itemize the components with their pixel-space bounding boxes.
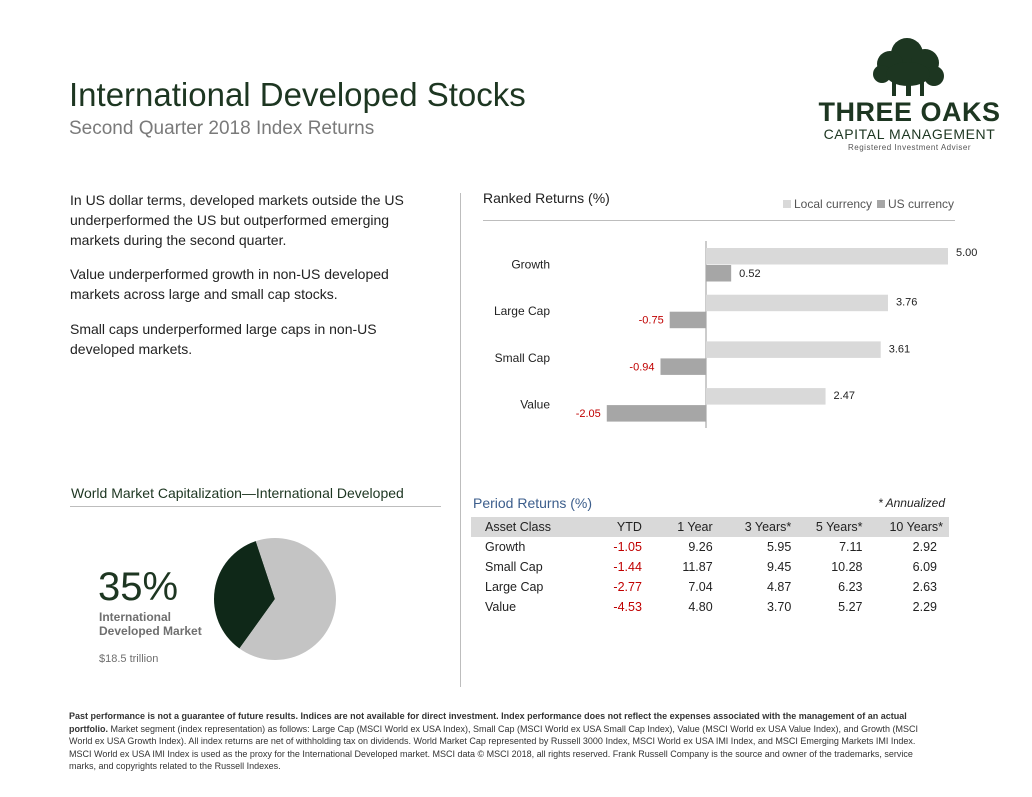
legend-local-currency: Local currency <box>783 197 872 211</box>
legend-us-swatch <box>877 200 885 208</box>
bar-local-currency <box>706 248 948 265</box>
data-label: 3.76 <box>896 297 917 309</box>
ranked-returns-title: Ranked Returns (%) <box>483 190 610 206</box>
return-cell: 6.09 <box>912 560 937 574</box>
market-cap-value: $18.5 trillion <box>99 653 159 665</box>
column-header: 1 Year <box>641 517 713 537</box>
logo-tagline: Registered Investment Adviser <box>848 143 971 152</box>
world-market-cap-title: World Market Capitalization—Internationa… <box>71 485 404 501</box>
legend-us-currency: US currency <box>877 197 954 211</box>
page-title: International Developed Stocks <box>69 76 526 113</box>
table-row: Small Cap -1.44 11.87 9.45 10.28 6.09 <box>471 557 949 577</box>
data-label: -0.75 <box>639 315 664 327</box>
page-subtitle: Second Quarter 2018 Index Returns <box>69 118 375 139</box>
disclaimer-bold: Past performance is not a guarantee of f… <box>69 711 907 734</box>
disclaimer-text: Market segment (index representation) as… <box>69 723 918 772</box>
return-cell: 7.04 <box>688 580 713 594</box>
asset-class-cell: Value <box>485 600 517 614</box>
oak-tree-logo <box>873 38 944 96</box>
vertical-divider <box>460 193 461 687</box>
table-row: Growth -1.05 9.26 5.95 7.11 2.92 <box>471 537 949 557</box>
logo-name: THREE OAKS <box>818 97 1001 127</box>
bar-local-currency <box>706 341 881 358</box>
column-header: Asset Class <box>471 517 592 537</box>
summary-paragraph-2: Value underperformed growth in non-US de… <box>70 266 389 302</box>
return-cell: 10.28 <box>831 560 863 574</box>
category-label: Small Cap <box>495 351 551 365</box>
return-cell: 6.23 <box>838 580 863 594</box>
return-cell: 2.29 <box>912 600 937 614</box>
asset-class-cell: Growth <box>485 540 526 554</box>
return-cell: 9.26 <box>688 540 713 554</box>
return-cell: 5.27 <box>838 600 863 614</box>
legend-local-swatch <box>783 200 791 208</box>
return-cell: 2.63 <box>912 580 937 594</box>
market-cap-percent: 35% <box>98 565 179 609</box>
market-cap-label: International Developed Market <box>99 610 202 638</box>
return-cell: 4.80 <box>688 600 713 614</box>
period-returns-table: Asset Class YTD 1 Year 3 Years* 5 Years*… <box>471 517 949 617</box>
bar-us-currency <box>606 405 706 422</box>
return-cell: -2.77 <box>613 580 642 594</box>
disclaimer-footer: Past performance is not a guarantee of f… <box>69 710 929 773</box>
bar-local-currency <box>706 388 826 405</box>
bar-us-currency <box>660 358 706 375</box>
pie-slice-international-developed <box>214 541 275 649</box>
table-row: Value -4.53 4.80 3.70 5.27 2.29 <box>471 597 949 617</box>
ranked-rule <box>483 220 955 221</box>
summary-paragraph-3: Small caps underperformed large caps in … <box>70 321 377 357</box>
column-header: YTD <box>591 517 642 537</box>
return-cell: 4.87 <box>766 580 792 594</box>
bar-us-currency <box>669 311 706 329</box>
summary-paragraph-1: In US dollar terms, developed markets ou… <box>70 192 404 248</box>
bar-local-currency <box>706 294 888 312</box>
return-cell: -1.05 <box>613 540 642 554</box>
return-cell: 9.45 <box>766 560 792 574</box>
data-label: 3.61 <box>889 343 910 355</box>
asset-class-cell: Small Cap <box>485 560 543 574</box>
market-cap-pie <box>214 538 336 660</box>
category-label: Growth <box>511 258 550 272</box>
data-label: 2.47 <box>834 390 855 402</box>
period-returns-title: Period Returns (%) <box>473 495 593 511</box>
bar-us-currency <box>706 265 732 282</box>
category-label: Value <box>520 398 550 412</box>
return-cell: -1.44 <box>613 560 642 574</box>
world-market-cap-rule <box>70 506 441 507</box>
return-cell: 5.95 <box>766 540 792 554</box>
return-cell: 11.87 <box>682 560 713 574</box>
table-header-row: Asset Class YTD 1 Year 3 Years* 5 Years*… <box>471 517 949 537</box>
pie-slice-rest <box>239 538 336 660</box>
data-label: -0.94 <box>629 361 654 373</box>
data-label: 0.52 <box>739 268 760 280</box>
data-label: 5.00 <box>956 247 977 259</box>
data-label: -2.05 <box>576 408 601 420</box>
table-row: Large Cap -2.77 7.04 4.87 6.23 2.63 <box>471 577 949 597</box>
legend-local-label: Local currency <box>794 197 873 211</box>
return-cell: 3.70 <box>766 600 792 614</box>
column-header: 3 Years* <box>712 517 792 537</box>
column-header: 10 Years* <box>862 517 949 537</box>
ranked-returns-chart: Growth 5.00 0.52 Large Cap 3.76 -0.75 Small Ca… <box>494 241 977 428</box>
annualized-note: * Annualized <box>878 496 945 510</box>
asset-class-cell: Large Cap <box>485 580 544 594</box>
return-cell: 2.92 <box>912 540 937 554</box>
return-cell: 7.11 <box>839 540 863 554</box>
column-header: 5 Years* <box>791 517 863 537</box>
return-cell: -4.53 <box>613 600 642 614</box>
category-label: Large Cap <box>494 304 550 318</box>
logo-subtitle: CAPITAL MANAGEMENT <box>823 126 996 142</box>
legend-us-label: US currency <box>888 197 955 211</box>
